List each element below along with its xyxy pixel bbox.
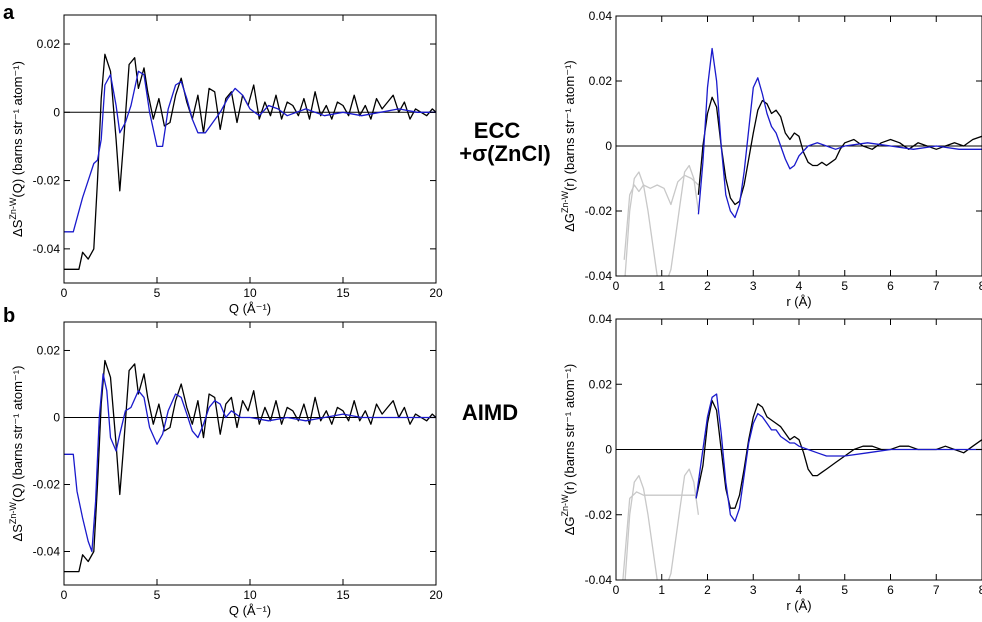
- x-tick-label: 5: [841, 583, 848, 597]
- y-tick-label: 0.04: [589, 9, 613, 23]
- x-tick-label: 10: [243, 588, 257, 602]
- series-line-2: [697, 96, 982, 206]
- y-tick-label: 0.02: [37, 343, 61, 357]
- x-tick-label: 8: [979, 583, 982, 597]
- x-tick-label: 15: [336, 588, 350, 602]
- y-tick-label: 0: [53, 410, 60, 424]
- series-line-1: [64, 373, 436, 553]
- chart-a-gr: 0 1 2 3 4 5 6 7 8 -0.04 -0.02 0 0.02 0.04 r (Å) ΔGZn-W(…: [560, 9, 982, 309]
- series-line-1: [64, 70, 436, 233]
- series-line-0: [64, 359, 436, 573]
- y-axis-label: ΔGZn-W(r) (barns str⁻¹ atom⁻¹): [560, 60, 577, 232]
- x-tick-label: 2: [704, 583, 711, 597]
- y-axis-label: ΔGZn-W(r) (barns str⁻¹ atom⁻¹): [560, 364, 577, 536]
- y-tick-label: 0.02: [589, 74, 613, 88]
- x-tick-label: 0: [613, 279, 620, 293]
- y-axis-label: ΔSZn-W(Q) (barns str⁻¹ atom⁻¹): [8, 366, 25, 542]
- model-label-ecc-sigma: +σ(ZnCl): [459, 141, 550, 166]
- series-line-3: [695, 393, 982, 522]
- x-axis-label: Q (Å⁻¹): [229, 301, 271, 316]
- x-tick-label: 20: [429, 286, 443, 300]
- y-tick-label: 0: [605, 443, 612, 457]
- x-axis-label: r (Å): [786, 598, 811, 613]
- x-tick-label: 1: [658, 583, 665, 597]
- x-tick-label: 5: [154, 588, 161, 602]
- x-axis-label: Q (Å⁻¹): [229, 603, 271, 618]
- x-tick-label: 20: [429, 588, 443, 602]
- series-line-0: [623, 174, 699, 260]
- x-tick-label: 0: [61, 588, 68, 602]
- panel-label-b: b: [3, 305, 15, 327]
- series-line-2: [695, 399, 982, 509]
- x-tick-label: 3: [750, 279, 757, 293]
- model-label-aimd: AIMD: [462, 400, 518, 425]
- series-line-3: [697, 47, 982, 219]
- x-tick-label: 0: [61, 286, 68, 300]
- x-tick-label: 2: [704, 279, 711, 293]
- chart-b-sq: 0 5 10 15 20 -0.04 -0.02 0 0.02 Q (Å⁻¹) ΔSZn-W(Q) …: [8, 321, 443, 618]
- series-line-1: [624, 468, 700, 580]
- series-line-1: [624, 164, 700, 276]
- plot-frame: [63, 14, 437, 284]
- x-tick-label: 10: [243, 286, 257, 300]
- y-tick-label: -0.04: [585, 573, 613, 587]
- y-tick-label: -0.02: [585, 508, 613, 522]
- x-tick-label: 7: [933, 583, 940, 597]
- model-label-ecc: ECC: [474, 118, 521, 143]
- y-tick-label: -0.04: [585, 269, 613, 283]
- x-tick-label: 6: [887, 279, 894, 293]
- plot-frame: [63, 321, 437, 586]
- x-tick-label: 15: [336, 286, 350, 300]
- x-axis-label: r (Å): [786, 294, 811, 309]
- x-tick-label: 6: [887, 583, 894, 597]
- x-tick-label: 1: [658, 279, 665, 293]
- series-line-0: [64, 53, 436, 270]
- x-tick-label: 7: [933, 279, 940, 293]
- x-tick-label: 5: [154, 286, 161, 300]
- y-tick-label: 0.02: [37, 37, 61, 51]
- y-axis-label: ΔSZn-W(Q) (barns str⁻¹ atom⁻¹): [8, 61, 25, 237]
- x-tick-label: 8: [979, 279, 982, 293]
- y-tick-label: 0.02: [589, 377, 613, 391]
- chart-b-gr: 0 1 2 3 4 5 6 7 8 -0.04 -0.02 0 0.02 0.04 r (Å) ΔGZn-W(…: [560, 312, 982, 613]
- x-tick-label: 4: [796, 583, 803, 597]
- y-tick-label: 0: [53, 105, 60, 119]
- panel-label-a: a: [3, 2, 15, 24]
- chart-a-sq: 0 5 10 15 20 -0.04 -0.02 0 0.02 Q (Å⁻¹) ΔSZn-W(Q) …: [8, 14, 443, 316]
- y-tick-label: 0.04: [589, 312, 613, 326]
- y-tick-label: -0.02: [33, 477, 61, 491]
- y-tick-label: -0.02: [33, 174, 61, 188]
- series-line-0: [622, 491, 697, 580]
- x-tick-label: 3: [750, 583, 757, 597]
- y-tick-label: 0: [605, 139, 612, 153]
- x-tick-label: 0: [613, 583, 620, 597]
- x-tick-label: 4: [796, 279, 803, 293]
- y-tick-label: -0.02: [585, 204, 613, 218]
- y-tick-label: -0.04: [33, 242, 61, 256]
- x-tick-label: 5: [841, 279, 848, 293]
- y-tick-label: -0.04: [33, 544, 61, 558]
